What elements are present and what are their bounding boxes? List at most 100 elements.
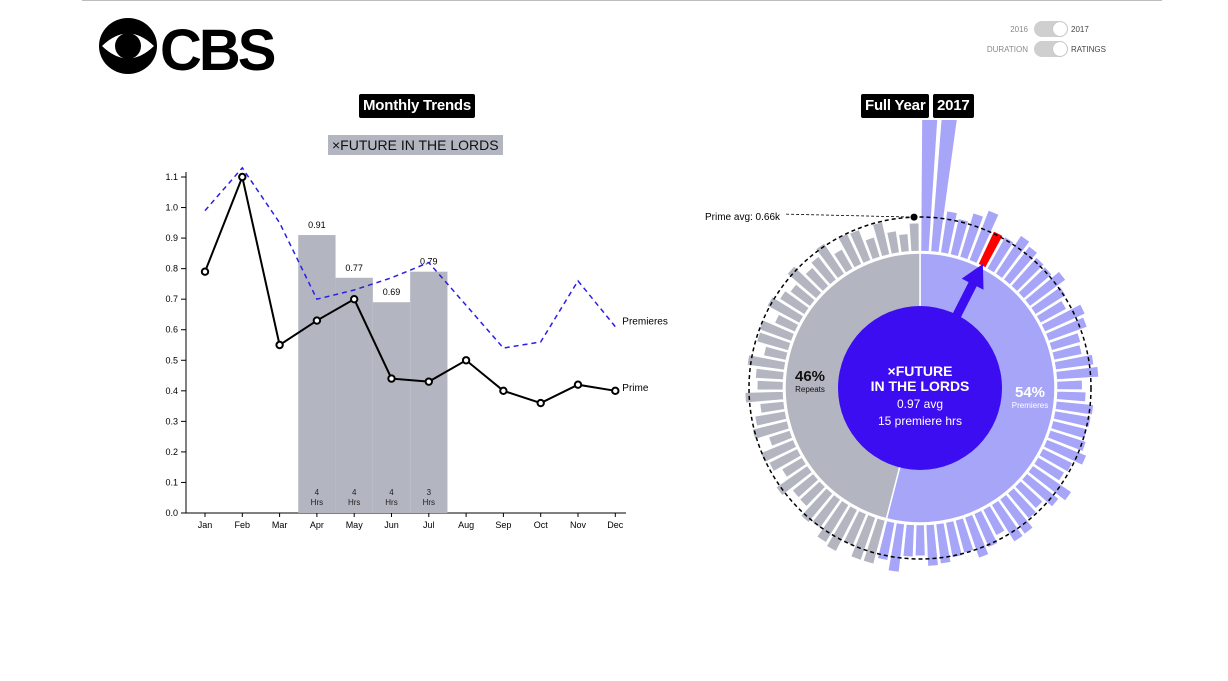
premiere-bar[interactable] xyxy=(1051,344,1083,361)
premiere-bar[interactable] xyxy=(1036,300,1067,324)
repeat-bar[interactable] xyxy=(768,448,802,472)
repeat-bar[interactable] xyxy=(760,439,797,463)
repeat-bar[interactable] xyxy=(811,494,841,529)
year-title[interactable]: 2017 xyxy=(933,94,974,118)
repeat-bar[interactable] xyxy=(768,430,793,447)
prime-point[interactable] xyxy=(387,374,396,383)
premiere-bar[interactable] xyxy=(887,522,905,573)
repeat-bar[interactable] xyxy=(815,242,845,279)
premiere-bar[interactable] xyxy=(1014,480,1044,509)
premiere-bar[interactable] xyxy=(1003,245,1038,285)
repeat-bar[interactable] xyxy=(826,505,858,552)
premiere-bar[interactable] xyxy=(982,505,1006,536)
repeat-bar[interactable] xyxy=(759,319,795,342)
premiere-bar[interactable] xyxy=(935,522,952,564)
premiere-bar[interactable] xyxy=(877,520,895,561)
premiere-bar[interactable] xyxy=(1017,266,1053,299)
highlighted-premiere-bar[interactable] xyxy=(977,230,1004,269)
premiere-bar[interactable] xyxy=(991,500,1024,543)
premiere-bar[interactable] xyxy=(1024,271,1066,307)
premiere-bar[interactable] xyxy=(1010,257,1045,292)
premiere-bar[interactable] xyxy=(1054,354,1095,371)
repeat-bar[interactable] xyxy=(746,354,786,371)
prime-point[interactable] xyxy=(573,380,583,389)
show-bar[interactable] xyxy=(410,271,448,513)
repeat-bar[interactable] xyxy=(775,465,813,496)
premiere-bar[interactable] xyxy=(986,236,1014,274)
repeat-bar[interactable] xyxy=(786,265,822,300)
show-bar[interactable] xyxy=(335,277,373,513)
repeat-bar[interactable] xyxy=(886,230,900,255)
prime-point[interactable] xyxy=(499,386,508,396)
premiere-bar[interactable] xyxy=(1047,429,1087,452)
premiere-bar[interactable] xyxy=(950,218,969,257)
repeat-bar[interactable] xyxy=(804,267,830,292)
premiere-bar[interactable] xyxy=(1038,448,1073,473)
premiere-bar[interactable] xyxy=(968,209,1000,264)
prime-point[interactable] xyxy=(312,316,322,325)
repeat-bar[interactable] xyxy=(849,229,872,264)
prime-point[interactable] xyxy=(461,356,471,365)
repeat-bar[interactable] xyxy=(754,410,787,427)
premiere-bar[interactable] xyxy=(1048,332,1081,351)
repeat-bar[interactable] xyxy=(744,391,784,404)
premiere-bar[interactable] xyxy=(902,523,915,558)
repeat-bar[interactable] xyxy=(774,314,799,333)
prime-point[interactable] xyxy=(536,398,545,408)
prime-point[interactable] xyxy=(424,377,433,386)
premiere-bar[interactable] xyxy=(925,523,939,567)
show-bar[interactable] xyxy=(372,302,411,513)
repeat-bar[interactable] xyxy=(843,510,867,546)
show-bar[interactable] xyxy=(298,235,336,513)
repeat-bar[interactable] xyxy=(898,233,910,253)
premiere-bar[interactable] xyxy=(1056,391,1087,403)
center-circle[interactable] xyxy=(838,306,1002,470)
repeat-bar[interactable] xyxy=(816,500,850,543)
prime-point[interactable] xyxy=(238,172,247,182)
repeat-bar[interactable] xyxy=(864,236,881,260)
prime-point[interactable] xyxy=(350,294,359,304)
premiere-bar[interactable] xyxy=(1055,366,1099,380)
premiere-bar[interactable] xyxy=(930,120,958,253)
repeat-bar[interactable] xyxy=(789,283,816,307)
repeat-bar[interactable] xyxy=(792,473,819,499)
premiere-bar[interactable] xyxy=(1050,420,1088,440)
premiere-bar[interactable] xyxy=(995,235,1031,279)
selected-show-tag[interactable]: ×FUTURE IN THE LORDS xyxy=(328,135,503,155)
prime-point[interactable] xyxy=(200,267,210,276)
repeat-bar[interactable] xyxy=(763,346,789,361)
repeat-bar[interactable] xyxy=(756,331,792,351)
repeat-bar[interactable] xyxy=(755,368,785,381)
repeat-bar[interactable] xyxy=(756,380,784,391)
premiere-bar[interactable] xyxy=(1056,379,1083,390)
premiere-bar[interactable] xyxy=(940,210,958,255)
repeat-bar[interactable] xyxy=(810,256,837,286)
premiere-bar[interactable] xyxy=(959,212,984,260)
premiere-bar[interactable] xyxy=(1053,410,1092,428)
repeat-bar[interactable] xyxy=(833,248,854,274)
premiere-bar[interactable] xyxy=(1027,465,1072,502)
premiere-bar[interactable] xyxy=(945,520,963,558)
premiere-bar[interactable] xyxy=(915,524,926,557)
repeat-bar[interactable] xyxy=(872,221,890,257)
metric-toggle-switch[interactable] xyxy=(1034,41,1068,57)
premiere-bar[interactable] xyxy=(973,510,998,548)
repeat-bar[interactable] xyxy=(800,487,834,523)
year-toggle-switch[interactable] xyxy=(1034,21,1068,37)
prime-point[interactable] xyxy=(611,386,620,396)
premiere-bar[interactable] xyxy=(1007,487,1037,520)
repeat-bar[interactable] xyxy=(779,290,810,315)
repeat-bar[interactable] xyxy=(752,420,790,440)
premiere-bar[interactable] xyxy=(920,120,939,252)
premiere-bar[interactable] xyxy=(1033,456,1065,482)
full-year-title[interactable]: Full Year xyxy=(861,94,930,118)
repeat-bar[interactable] xyxy=(799,480,826,507)
premiere-bar[interactable] xyxy=(1030,286,1067,315)
repeat-bar[interactable] xyxy=(850,514,876,561)
repeat-bar[interactable] xyxy=(908,222,920,252)
prime-point[interactable] xyxy=(275,340,284,350)
repeat-bar[interactable] xyxy=(766,296,804,324)
premiere-bar[interactable] xyxy=(1021,473,1060,508)
premiere-bar[interactable] xyxy=(1045,316,1088,342)
premiere-bar[interactable] xyxy=(1041,303,1086,333)
